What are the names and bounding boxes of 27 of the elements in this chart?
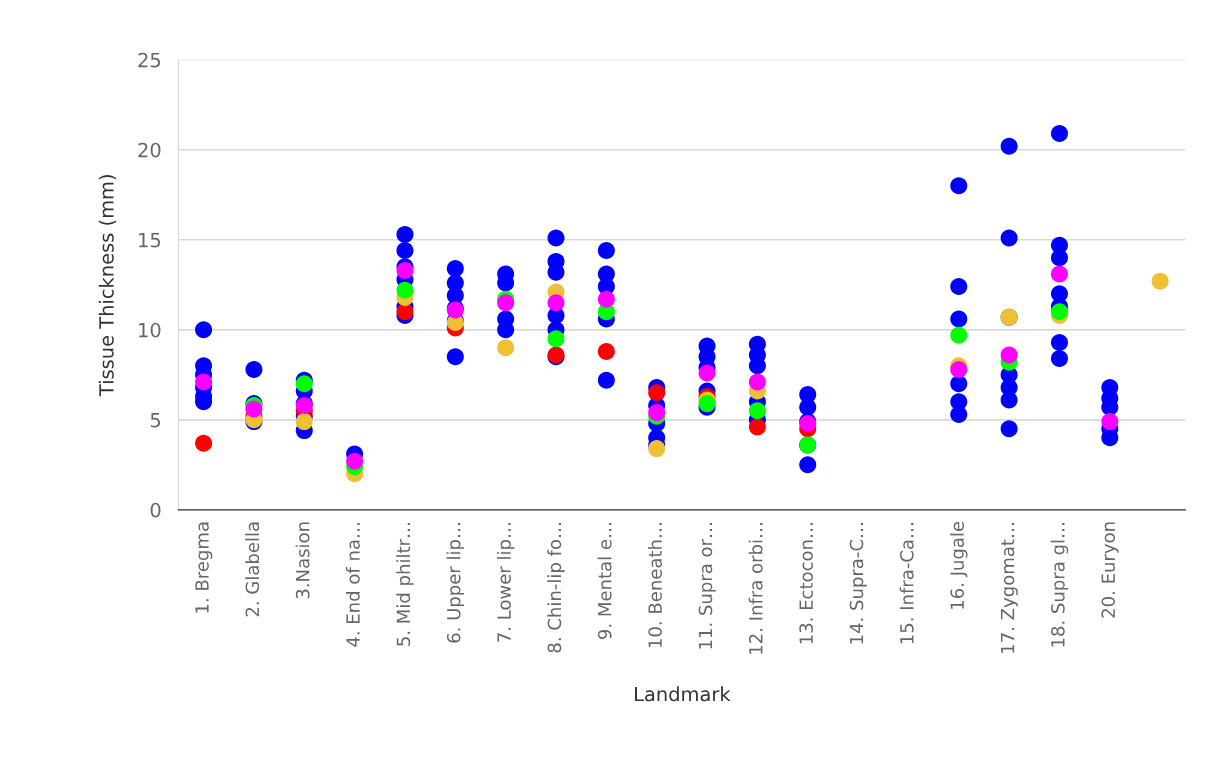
x-tick-label: 8. Chin-lip fo… <box>547 523 565 653</box>
y-tick-label: 25 <box>138 52 161 68</box>
y-tick-label: 15 <box>139 233 161 248</box>
x-tick-label: 20. Euryon <box>1101 522 1119 618</box>
x-tick-label: 7. Lower lip… <box>496 523 515 642</box>
x-tick-label: 1. Bregma <box>195 522 213 613</box>
x-tick-label: 16. Jugale <box>950 521 968 609</box>
x-tick-label: 18. Supra gl… <box>1050 523 1069 647</box>
x-tick-label: 12. Infra orbi… <box>748 523 763 654</box>
x-tick-label: 11. Supra or… <box>698 523 716 649</box>
y-tick-label: 5 <box>150 413 161 428</box>
x-tick-label: 10. Beneath… <box>647 523 662 648</box>
x-tick-label: 15. Infra-Ca… <box>899 523 914 644</box>
x-tick-label: 17. Zygomat… <box>1000 523 1018 653</box>
x-tick-label: 6. Upper lip… <box>446 523 465 643</box>
x-tick-label: 5. Mid philtr… <box>396 523 414 646</box>
x-tick-label: 13. Ectocon… <box>799 523 813 644</box>
x-tick-label: 9. Mental e… <box>597 523 612 639</box>
x-tick-label: 14. Supra-C… <box>849 523 867 644</box>
y-tick-label: 20 <box>138 142 161 158</box>
x-tick-label: 2. Glabella <box>245 522 260 617</box>
x-tick-label: 4. End of na… <box>345 523 360 647</box>
y-tick-label: 0 <box>150 502 161 518</box>
x-axis-title: Landmark <box>635 686 731 702</box>
y-tick-label: 10 <box>139 322 161 338</box>
x-tick-label: 3.Nasion <box>295 522 310 599</box>
y-axis-title: Tissue Thickness (mm) <box>98 175 117 397</box>
